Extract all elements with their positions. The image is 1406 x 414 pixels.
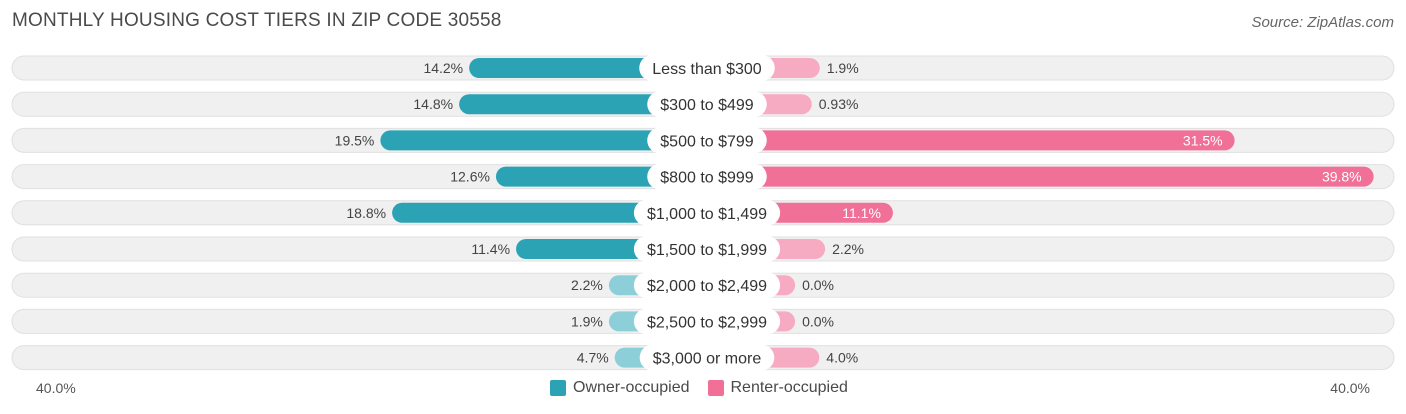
renter-value-label: 39.8% [1322,169,1362,185]
legend: Owner-occupied Renter-occupied [550,379,866,397]
category-label: $1,000 to $1,499 [647,206,767,223]
renter-bar [697,166,1374,187]
category-label: $500 to $799 [660,133,754,150]
legend-swatch-owner [550,380,566,396]
category-pill [633,308,781,335]
owner-value-label: 2.2% [571,277,603,293]
bar-row: $500 to $799 19.5% 31.5% [11,127,1395,154]
owner-value-label: 14.8% [413,96,453,112]
owner-value-label: 19.5% [335,132,375,148]
renter-value-label: 31.5% [1183,132,1223,148]
category-pill [639,344,775,371]
owner-value-label: 14.2% [423,60,463,76]
legend-item-owner: Owner-occupied [550,379,690,397]
bar-row: $1,500 to $1,999 11.4% 2.2% [11,236,1395,262]
axis-left-label: 40.0% [36,380,76,396]
category-pill [639,55,775,81]
legend-item-renter: Renter-occupied [707,379,848,397]
bar-row: $300 to $499 14.8% 0.93% [11,91,1395,118]
category-label: $300 to $499 [660,97,754,114]
owner-value-label: 18.8% [346,205,386,221]
renter-value-label: 11.1% [842,205,881,221]
owner-value-label: 4.7% [577,350,609,366]
owner-bar [380,130,717,151]
renter-bar [697,130,1235,151]
bar-row: $2,500 to $2,999 1.9% 0.0% [11,308,1395,335]
legend-label-owner: Owner-occupied [573,379,690,396]
chart-title: MONTHLY HOUSING COST TIERS IN ZIP CODE 3… [12,10,502,31]
axis-right-label: 40.0% [1330,380,1370,396]
bar-row: $800 to $999 12.6% 39.8% [11,163,1395,190]
chart-source: Source: ZipAtlas.com [1251,14,1394,31]
category-label: $1,500 to $1,999 [647,242,767,259]
renter-value-label: 2.2% [832,241,864,257]
category-pill [647,127,767,154]
category-label: $2,500 to $2,999 [647,314,767,331]
category-pill [647,163,767,190]
category-label: $800 to $999 [660,170,754,187]
category-label: $2,000 to $2,499 [647,278,767,295]
bar-row: $2,000 to $2,499 2.2% 0.0% [11,272,1395,299]
renter-value-label: 0.0% [802,277,834,293]
owner-value-label: 11.4% [471,241,510,257]
owner-value-label: 1.9% [571,313,603,329]
bar-row: Less than $300 14.2% 1.9% [11,55,1395,81]
category-pill [647,91,767,118]
category-pill [633,199,781,226]
owner-value-label: 12.6% [450,169,490,185]
bar-row: $1,000 to $1,499 18.8% 11.1% [11,199,1395,226]
renter-value-label: 0.93% [819,96,859,112]
renter-value-label: 0.0% [802,313,834,329]
category-pill [633,272,781,299]
legend-swatch-renter [707,380,724,396]
renter-value-label: 1.9% [827,60,859,76]
category-pill [633,236,781,262]
category-label: $3,000 or more [653,351,762,368]
category-label: Less than $300 [652,61,762,78]
legend-label-renter: Renter-occupied [730,379,848,396]
renter-value-label: 4.0% [826,350,858,366]
bar-row: $3,000 or more 4.7% 4.0% [11,344,1395,371]
